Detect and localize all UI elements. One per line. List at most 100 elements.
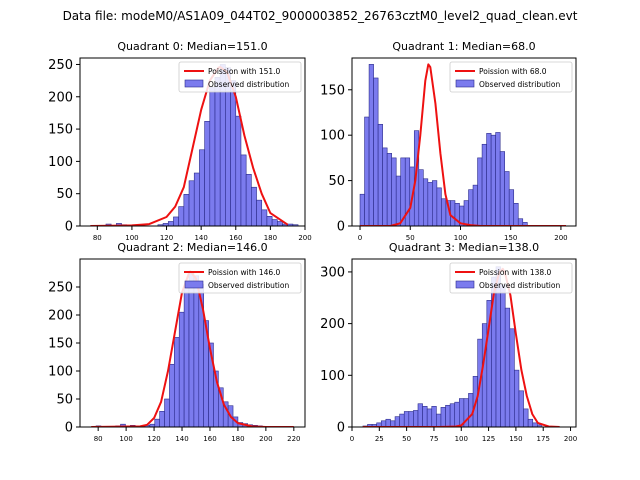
x-tick-label: 200 — [298, 234, 311, 242]
quadrant-0-plot-area — [90, 64, 299, 226]
histogram-bar — [477, 157, 483, 226]
y-tick-label: 50 — [56, 393, 73, 408]
histogram-bar — [154, 418, 160, 427]
legend-bar-label: Observed distribution — [479, 281, 560, 290]
histogram-bar — [214, 77, 221, 226]
legend-curve-label: Poission with 151.0 — [208, 67, 281, 76]
histogram-bar — [391, 157, 397, 226]
histogram-bar — [450, 200, 456, 226]
histogram-bar — [418, 169, 424, 226]
histogram-bar — [468, 189, 474, 226]
x-tick-label: 160 — [229, 234, 242, 242]
subplot-grid: Quadrant 0: Median=151.0 80 100 120 140 160 18… — [48, 40, 577, 443]
y-tick-label: 0 — [337, 220, 345, 235]
legend-box — [178, 262, 302, 294]
histogram-bar — [472, 184, 478, 226]
histogram-bar — [245, 174, 252, 226]
y-tick-label: 250 — [48, 281, 73, 296]
histogram-bar — [164, 398, 170, 427]
histogram-bar — [537, 424, 543, 427]
histogram-bar — [174, 337, 180, 427]
y-tick-label: 250 — [48, 58, 73, 73]
y-tick-label: 300 — [320, 265, 345, 280]
histogram-bar — [261, 209, 268, 226]
histogram-bar — [499, 151, 505, 226]
histogram-bar — [235, 115, 242, 226]
x-tick-label: 50 — [402, 435, 411, 443]
histogram-bar — [504, 171, 510, 226]
histogram-bar — [481, 143, 487, 226]
histogram-bar — [169, 363, 175, 427]
quadrant-1-panel: Quadrant 1: Median=68.0 0 50 100 150 200 0 50 10… — [320, 40, 577, 242]
legend-box — [178, 61, 302, 93]
y-tick-label: 200 — [320, 317, 345, 332]
histogram-bar — [178, 206, 185, 226]
legend-curve-label: Poission with 146.0 — [208, 268, 281, 277]
histogram-bar — [277, 221, 283, 226]
histogram-bar — [413, 410, 419, 427]
histogram-bar — [523, 408, 529, 427]
y-tick-label: 200 — [48, 309, 73, 324]
histogram-bar — [188, 272, 195, 427]
histogram-bar — [513, 202, 519, 226]
histogram-bar — [204, 121, 211, 226]
x-tick-label: 0 — [358, 234, 362, 242]
x-tick-label: 50 — [406, 234, 415, 242]
quadrant-1-legend: Poission with 68.0 Observed distribution — [449, 61, 573, 93]
poisson-curve — [360, 63, 566, 226]
histogram-bar — [199, 149, 205, 226]
y-tick-label: 100 — [48, 365, 73, 380]
histogram-bar — [495, 132, 501, 226]
quadrant-3-legend: Poission with 138.0 Observed distribution — [449, 262, 573, 294]
quadrant-3-panel: Quadrant 3: Median=138.0 0 25 50 75 100 125 150… — [320, 241, 577, 443]
x-tick-label: 150 — [509, 435, 522, 443]
y-tick-label: 0 — [337, 421, 345, 436]
histogram-bar — [436, 187, 442, 226]
legend-bar-label: Observed distribution — [208, 281, 289, 290]
x-tick-label: 25 — [375, 435, 384, 443]
histogram-bar — [403, 411, 410, 427]
quadrant-3-title: Quadrant 3: Median=138.0 — [389, 241, 539, 254]
histogram-bar — [159, 411, 165, 427]
histogram-bar — [504, 307, 511, 427]
histogram-bar — [441, 198, 447, 226]
histogram-bar — [508, 189, 515, 226]
x-tick-label: 100 — [454, 234, 467, 242]
histogram-bar — [183, 285, 190, 427]
legend-bar-swatch — [184, 79, 204, 88]
legend-bar-label: Observed distribution — [479, 80, 560, 89]
y-tick-label: 50 — [328, 174, 345, 189]
histogram-bar — [417, 403, 423, 427]
histogram-bar — [193, 172, 200, 226]
x-tick-label: 140 — [194, 234, 207, 242]
x-tick-label: 120 — [147, 435, 160, 443]
quadrant-1-title: Quadrant 1: Median=68.0 — [392, 40, 535, 53]
y-tick-label: 150 — [48, 123, 73, 138]
x-tick-label: 180 — [264, 234, 277, 242]
x-tick-label: 200 — [259, 435, 272, 443]
histogram-bar — [408, 411, 414, 427]
histogram-bar — [440, 407, 446, 427]
histogram-bar — [514, 369, 520, 427]
x-tick-label: 75 — [429, 435, 438, 443]
histogram-bar — [454, 401, 460, 427]
quadrant-0-title: Quadrant 0: Median=151.0 — [117, 40, 267, 53]
histogram-bar — [385, 418, 391, 427]
legend-curve-label: Poission with 68.0 — [479, 67, 547, 76]
figure-suptitle: Data file: modeM0/AS1A09_044T02_90000038… — [63, 9, 578, 23]
legend-bar-swatch — [184, 280, 204, 289]
x-tick-label: 120 — [160, 234, 173, 242]
x-tick-label: 160 — [203, 435, 216, 443]
histogram-bar — [373, 77, 379, 226]
x-tick-label: 100 — [455, 435, 468, 443]
x-tick-label: 80 — [94, 435, 103, 443]
quadrant-2-legend: Poission with 146.0 Observed distribution — [178, 262, 302, 294]
histogram-bar — [240, 154, 247, 226]
histogram-bar — [527, 418, 534, 427]
legend-bar-swatch — [455, 79, 475, 88]
histogram-bar — [359, 193, 365, 226]
y-tick-label: 50 — [56, 187, 73, 202]
histogram-bar — [518, 390, 524, 427]
histogram-bar — [431, 406, 437, 427]
